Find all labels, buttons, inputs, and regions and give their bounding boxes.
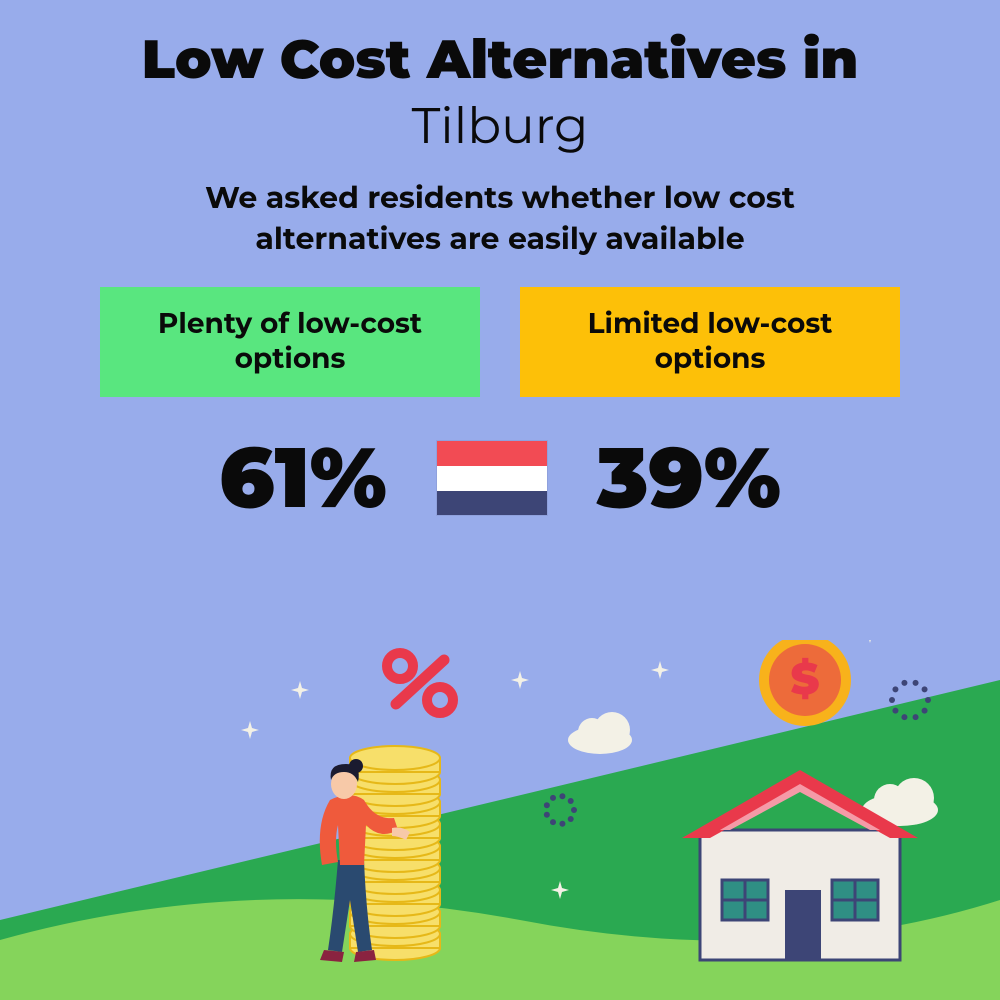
- cloud-icon: [568, 712, 632, 754]
- option-limited: Limited low-cost options: [520, 287, 900, 397]
- illustration: $: [0, 640, 1000, 1000]
- option-plenty-label: Plenty of low-cost options: [130, 307, 450, 377]
- flag-stripe-3: [437, 491, 547, 516]
- svg-text:$: $: [791, 652, 820, 706]
- dollar-coin-icon: $: [759, 640, 851, 726]
- option-plenty: Plenty of low-cost options: [100, 287, 480, 397]
- stat-right: 39%: [597, 427, 781, 529]
- title-line1: Low Cost Alternatives in: [0, 30, 1000, 89]
- flag-stripe-2: [437, 466, 547, 491]
- subtitle: We asked residents whether low cost alte…: [120, 178, 880, 259]
- percent-icon: [387, 653, 453, 713]
- flag-stripe-1: [437, 441, 547, 466]
- title-block: Low Cost Alternatives in Tilburg: [0, 0, 1000, 156]
- option-limited-label: Limited low-cost options: [550, 307, 870, 377]
- flag-icon: [437, 441, 547, 515]
- title-line2: Tilburg: [0, 95, 1000, 156]
- stat-left: 61%: [219, 427, 387, 529]
- options-row: Plenty of low-cost options Limited low-c…: [0, 287, 1000, 397]
- stats-row: 61% 39%: [0, 427, 1000, 529]
- infographic-canvas: Low Cost Alternatives in Tilburg We aske…: [0, 0, 1000, 1000]
